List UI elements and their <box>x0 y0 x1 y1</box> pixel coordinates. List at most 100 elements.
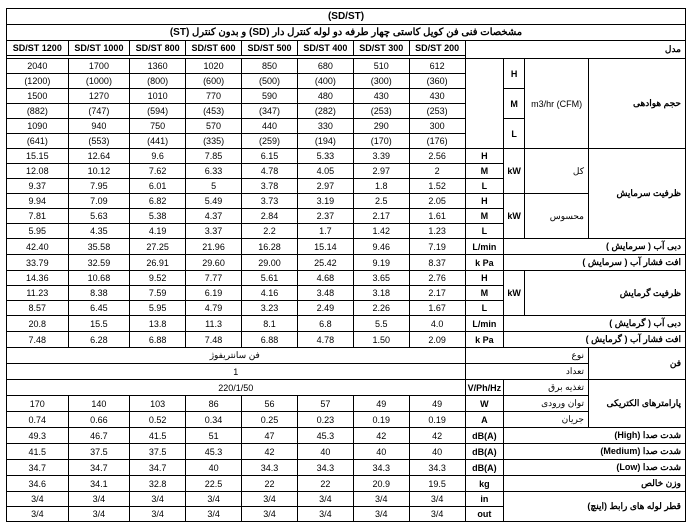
cell: 1.42 <box>353 224 409 239</box>
cell: 7.95 <box>68 179 130 194</box>
air-m-lbl: M <box>504 89 525 119</box>
cell: 1.23 <box>409 224 465 239</box>
cell: 7.48 <box>186 332 242 348</box>
cell: 6.28 <box>68 332 130 348</box>
cell: (360) <box>409 74 465 89</box>
ps-value: 220/1/50 <box>7 380 466 396</box>
cell: 2.56 <box>409 149 465 164</box>
cell: 9.6 <box>130 149 186 164</box>
cell: 103 <box>130 396 186 412</box>
cell: 15.14 <box>297 239 353 255</box>
cell: 7.19 <box>409 239 465 255</box>
cell: 4.37 <box>186 209 242 224</box>
cell: 3.37 <box>186 224 242 239</box>
total-label: کل <box>525 149 589 194</box>
cell: 5.5 <box>353 316 409 332</box>
cell: 34.3 <box>297 460 353 476</box>
cell: 7.48 <box>7 332 69 348</box>
cell: 1.61 <box>409 209 465 224</box>
cell: 3/4 <box>242 492 298 507</box>
cell: 1090 <box>7 119 69 134</box>
cell: 3/4 <box>297 507 353 522</box>
cell: (594) <box>130 104 186 119</box>
cell: 7.62 <box>130 164 186 179</box>
cell: 29.00 <box>242 255 298 271</box>
cooling-group: ظرفیت سرمایش <box>589 149 686 239</box>
cell: 3/4 <box>68 507 130 522</box>
cell: 6.8 <box>297 316 353 332</box>
cell: 34.3 <box>242 460 298 476</box>
fan-qty-value: 1 <box>7 364 466 380</box>
cell: 32.8 <box>130 476 186 492</box>
cell: 5.49 <box>186 194 242 209</box>
cell: 11.3 <box>186 316 242 332</box>
cell: 3/4 <box>353 507 409 522</box>
kpa2: k Pa <box>465 332 504 348</box>
cell: 4.68 <box>297 271 353 286</box>
cell: 7.77 <box>186 271 242 286</box>
cell: (500) <box>242 74 298 89</box>
kW2: kW <box>504 194 525 239</box>
kpa: k Pa <box>465 255 504 271</box>
cell: 0.74 <box>7 412 69 428</box>
cell: 22.5 <box>186 476 242 492</box>
cell: 3/4 <box>186 492 242 507</box>
cell: 3.73 <box>242 194 298 209</box>
heating-group: ظرفیت گرمایش <box>525 271 686 316</box>
cell: 20.8 <box>7 316 69 332</box>
cell: 6.15 <box>242 149 298 164</box>
nh-label: شدت صدا (High) <box>504 428 686 444</box>
model-h: SD/ST 1200 <box>7 41 69 56</box>
elec-group: پارامترهای الکتریکی <box>589 380 686 428</box>
cell: 7.09 <box>68 194 130 209</box>
cell: 1270 <box>68 89 130 104</box>
cell: 6.33 <box>186 164 242 179</box>
cell: 0.66 <box>68 412 130 428</box>
cell: 34.1 <box>68 476 130 492</box>
cell: 42 <box>409 428 465 444</box>
dba: dB(A) <box>465 428 504 444</box>
kg: kg <box>465 476 504 492</box>
cell: 41.5 <box>7 444 69 460</box>
cell: 1.8 <box>353 179 409 194</box>
cell: 5.95 <box>7 224 69 239</box>
cur-label: جریان <box>504 412 589 428</box>
cell: 5.61 <box>242 271 298 286</box>
air-h-lbl: H <box>504 59 525 89</box>
model-label: مدل <box>465 41 685 59</box>
cell: 1.50 <box>353 332 409 348</box>
cell: 3/4 <box>7 492 69 507</box>
cell: 2.17 <box>353 209 409 224</box>
cell: 0.34 <box>186 412 242 428</box>
cell: 430 <box>409 89 465 104</box>
fan-type-value: فن سانتریفوژ <box>7 348 466 364</box>
l: L <box>465 301 504 316</box>
cell: 10.12 <box>68 164 130 179</box>
cell: 12.08 <box>7 164 69 179</box>
cell: 5.95 <box>130 301 186 316</box>
air-group: حجم هوادهی <box>589 59 686 149</box>
cell: 45.3 <box>186 444 242 460</box>
model-h: SD/ST 1000 <box>68 41 130 56</box>
cell: 8.57 <box>7 301 69 316</box>
m: M <box>465 209 504 224</box>
nm-label: شدت صدا (Medium) <box>504 444 686 460</box>
air-unit: m3/hr (CFM) <box>525 59 589 149</box>
cell: (747) <box>68 104 130 119</box>
cell: (282) <box>297 104 353 119</box>
cell: 750 <box>130 119 186 134</box>
cell: 1.52 <box>409 179 465 194</box>
cell: 34.7 <box>130 460 186 476</box>
cell: 3.48 <box>297 286 353 301</box>
cell: 1500 <box>7 89 69 104</box>
weight-label: وزن خالص <box>504 476 686 492</box>
cell: 8.38 <box>68 286 130 301</box>
cell: 850 <box>242 59 298 74</box>
cell: (453) <box>186 104 242 119</box>
cell: 4.78 <box>297 332 353 348</box>
spec-table: (SD/ST) مشخصات فنی فن کویل کاستی چهار طر… <box>6 8 686 522</box>
wdc-label: افت فشار آب ( سرمایش ) <box>504 255 686 271</box>
cell: 42.40 <box>7 239 69 255</box>
cell: 330 <box>297 119 353 134</box>
cell: 2 <box>409 164 465 179</box>
